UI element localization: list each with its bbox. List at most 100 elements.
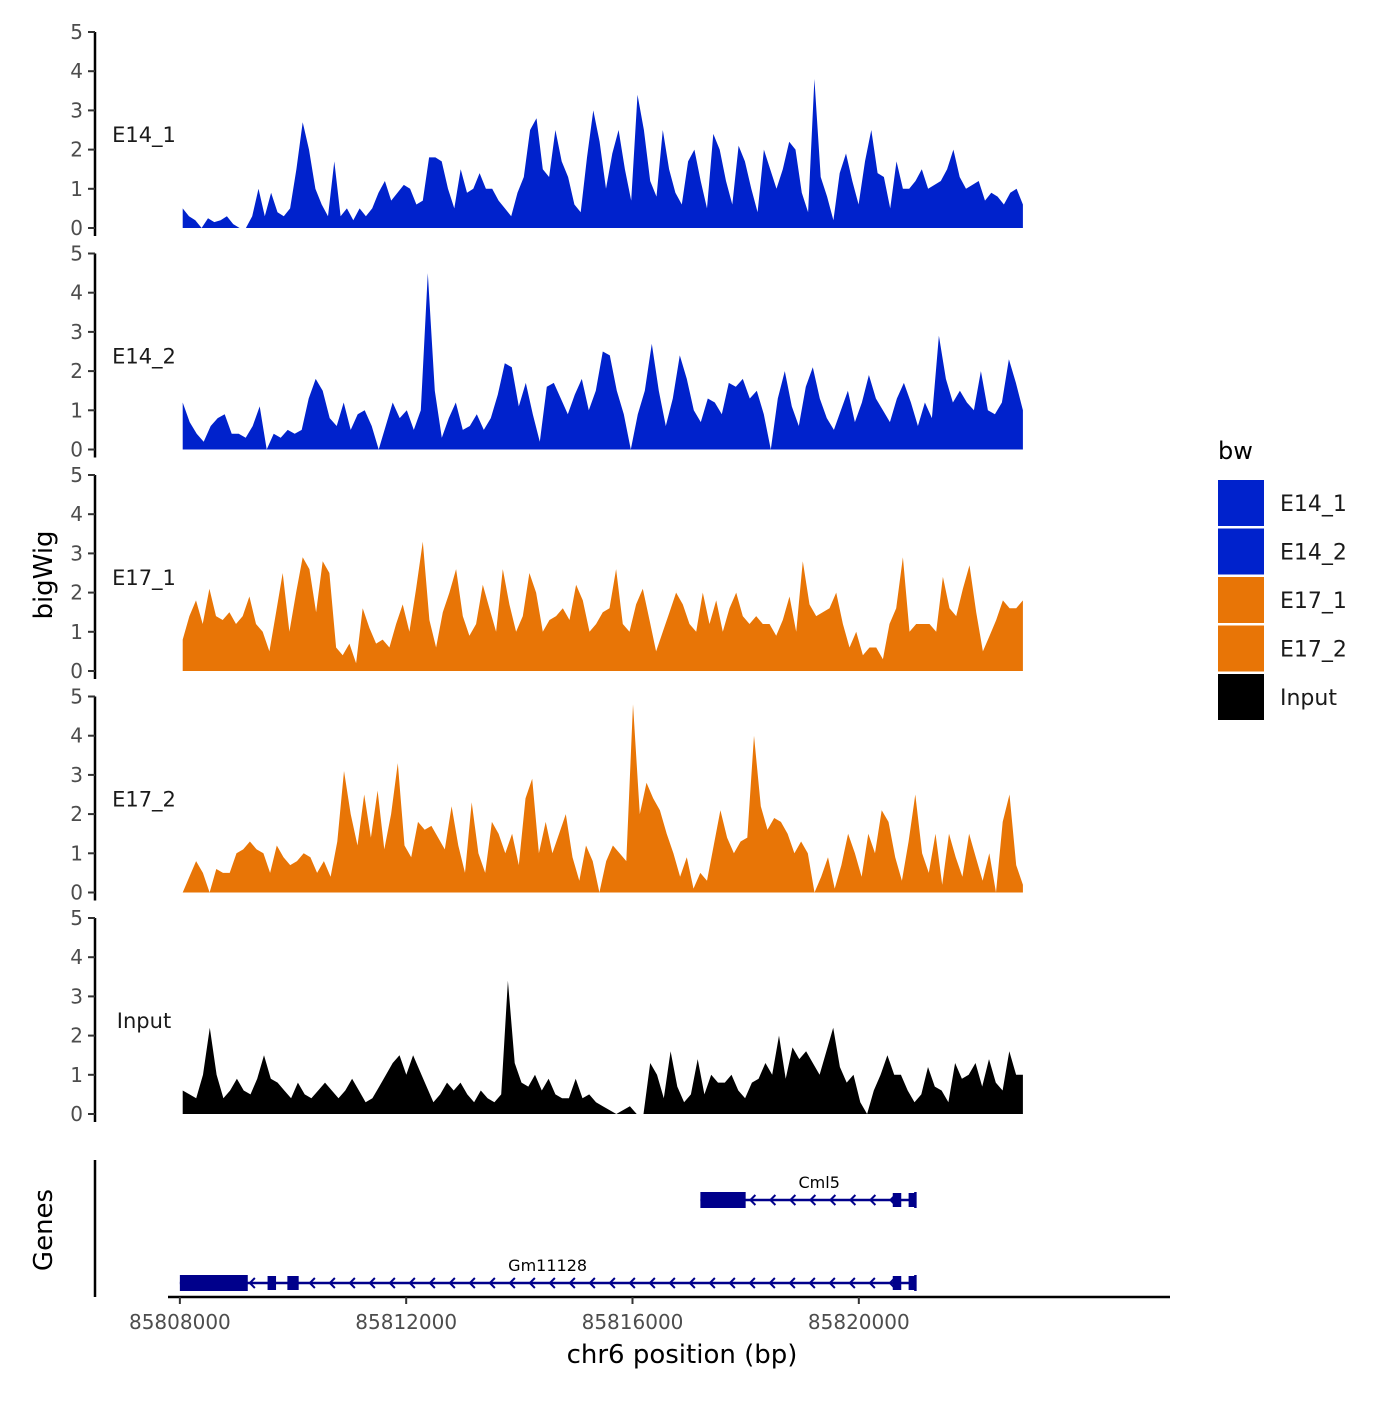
y-tick-label: 4 [70, 59, 83, 83]
y-tick-label: 3 [70, 984, 83, 1008]
gene-exon [892, 1276, 902, 1290]
strand-arrow [868, 1194, 877, 1206]
genes-layer: Cml5 Gm11128 [93, 1160, 917, 1297]
signal-area-E14_2 [182, 273, 1023, 450]
track-panel-E17_2: 0 1 2 3 4 5 E17_2 [70, 685, 1023, 905]
track-panel-E17_1: 0 1 2 3 4 5 E17_1 [70, 463, 1023, 683]
track-label-E14_1: E14_1 [112, 123, 176, 148]
strand-arrow [428, 1277, 436, 1289]
strand-arrow [648, 1277, 656, 1289]
y-tick-label: 0 [70, 1102, 83, 1126]
y-tick-label: 2 [70, 359, 83, 383]
legend-label-E17_2: E17_2 [1280, 638, 1347, 663]
strand-arrow [548, 1277, 556, 1289]
x-tick-label: 85808000 [129, 1310, 231, 1334]
legend-label-E17_1: E17_1 [1280, 589, 1347, 614]
strand-arrow [688, 1277, 696, 1289]
strand-arrow [808, 1277, 816, 1289]
y-tick-label: 4 [70, 502, 83, 526]
strand-arrow [608, 1277, 616, 1289]
gene-exon [908, 1193, 916, 1207]
x-tick-label: 85820000 [808, 1310, 910, 1334]
strand-arrow [768, 1277, 776, 1289]
signal-area-Input [182, 980, 1023, 1114]
signal-area-E17_2 [182, 704, 1023, 893]
legend-label-E14_2: E14_2 [1280, 541, 1347, 566]
y-tick-label: 4 [70, 945, 83, 969]
signal-area-E14_1 [182, 79, 1023, 228]
strand-arrow [568, 1277, 576, 1289]
track-panel-E14_2: 0 1 2 3 4 5 E14_2 [70, 242, 1023, 462]
track-panel-E14_1: 0 1 2 3 4 5 E14_1 [70, 20, 1023, 240]
gene-label-Cml5: Cml5 [799, 1173, 840, 1192]
strand-arrow [768, 1194, 777, 1206]
x-tick-label: 85816000 [582, 1310, 684, 1334]
strand-arrow [848, 1194, 857, 1206]
strand-arrow [448, 1277, 456, 1289]
y-tick-label: 0 [70, 216, 83, 240]
y-tick-label: 5 [70, 685, 83, 709]
strand-arrow [708, 1277, 716, 1289]
track-label-E17_2: E17_2 [112, 788, 176, 813]
gene-exon [287, 1276, 299, 1290]
strand-arrow [508, 1277, 516, 1289]
tracks-layer: 0 1 2 3 4 5 E14_1 0 1 2 3 4 5 E14_2 0 1 2 3 4 5 E17_1 0 1 2 3 4 5 E… [70, 20, 1023, 1126]
y-tick-label: 5 [70, 906, 83, 930]
y-tick-label: 0 [70, 659, 83, 683]
legend-swatch-E17_2 [1218, 625, 1264, 672]
y-tick-label: 3 [70, 98, 83, 122]
track-panel-Input: 0 1 2 3 4 5 Input [70, 906, 1023, 1126]
track-label-E14_2: E14_2 [112, 345, 176, 370]
legend-swatch-Input [1218, 674, 1264, 720]
strand-arrow [308, 1277, 316, 1289]
strand-arrow [528, 1277, 536, 1289]
gene-exon [267, 1276, 277, 1290]
strand-arrow [248, 1277, 256, 1289]
strand-arrow [848, 1277, 856, 1289]
y-tick-label: 2 [70, 581, 83, 605]
strand-arrow [488, 1277, 496, 1289]
y-tick-label: 1 [70, 398, 83, 422]
strand-arrow [808, 1194, 817, 1206]
y-tick-label: 0 [70, 438, 83, 462]
strand-arrow [328, 1277, 336, 1289]
strand-arrow [588, 1277, 596, 1289]
strand-arrow [828, 1277, 836, 1289]
strand-arrow [368, 1277, 376, 1289]
gene-label-Gm11128: Gm11128 [508, 1256, 587, 1275]
y-tick-label: 3 [70, 763, 83, 787]
y-tick-label: 2 [70, 138, 83, 162]
legend-swatch-E17_1 [1218, 577, 1264, 623]
y-tick-label: 5 [70, 242, 83, 266]
y-tick-label: 3 [70, 541, 83, 565]
y-tick-label: 2 [70, 802, 83, 826]
strand-arrow [728, 1277, 736, 1289]
strand-arrow [348, 1277, 356, 1289]
legend-label-Input: Input [1280, 686, 1337, 711]
gene-Cml5: Cml5 [700, 1173, 917, 1208]
track-label-Input: Input [117, 1009, 171, 1033]
y-tick-label: 3 [70, 320, 83, 344]
strand-arrow [408, 1277, 416, 1289]
y-tick-label: 4 [70, 281, 83, 305]
y-tick-label: 1 [70, 841, 83, 865]
x-axis: 85808000 85812000 85816000 85820000 [129, 1295, 1170, 1334]
strand-arrow [788, 1277, 796, 1289]
legend-swatch-E14_2 [1218, 528, 1264, 575]
legend: E14_1 E14_2 E17_1 E17_2 Input [1218, 480, 1347, 720]
y-axis-title: bigWig [29, 530, 59, 619]
strand-arrow [748, 1277, 756, 1289]
strand-arrow [748, 1194, 757, 1206]
y-tick-label: 0 [70, 881, 83, 905]
strand-arrow [388, 1277, 396, 1289]
strand-arrow [668, 1277, 676, 1289]
legend-swatch-E14_1 [1218, 480, 1264, 526]
signal-area-E17_1 [182, 541, 1023, 671]
track-label-E17_1: E17_1 [112, 566, 176, 591]
y-tick-label: 1 [70, 620, 83, 644]
genes-panel-title: Genes [29, 1189, 59, 1271]
y-tick-label: 5 [70, 20, 83, 44]
y-tick-label: 4 [70, 724, 83, 748]
